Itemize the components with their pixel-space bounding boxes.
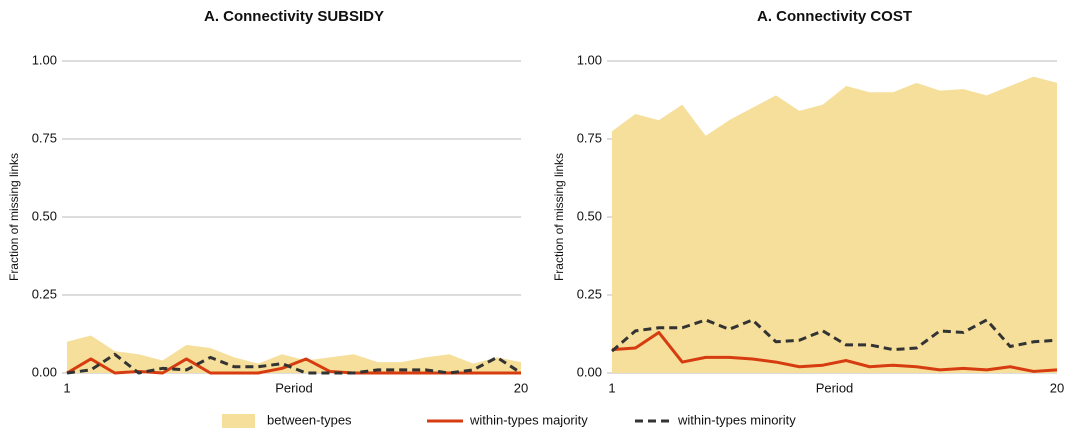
y-tick-label: 1.00	[32, 52, 57, 67]
x-tick-label: 20	[514, 380, 528, 395]
y-axis-label: Fraction of missing links	[7, 153, 21, 281]
y-tick-label: 0.75	[577, 130, 602, 145]
y-tick-label: 0.50	[32, 208, 57, 223]
line	[66, 352, 522, 375]
y-tick-label: 0.25	[577, 286, 602, 301]
y-tick-label: 0.50	[577, 208, 602, 223]
legend-label: between-types	[267, 412, 352, 427]
y-tick-label: 0.00	[32, 364, 57, 379]
line	[611, 318, 1058, 353]
y-axis-label: Fraction of missing links	[552, 153, 566, 281]
x-tick-label: 1	[63, 380, 70, 395]
legend-label: within-types majority	[469, 412, 588, 427]
area	[67, 335, 521, 373]
x-tick-label: 1	[608, 380, 615, 395]
chart-title: A. Connectivity COST	[757, 8, 912, 25]
y-tick-label: 0.25	[32, 286, 57, 301]
y-tick-label: 1.00	[577, 52, 602, 67]
area	[612, 76, 1057, 373]
x-tick-label: 20	[1050, 380, 1064, 395]
legend-label: within-types minority	[677, 412, 796, 427]
x-axis-label: Period	[275, 380, 313, 395]
y-tick-label: 0.75	[32, 130, 57, 145]
legend-swatch	[222, 414, 255, 428]
x-axis-label: Period	[816, 380, 854, 395]
line	[611, 330, 1058, 373]
chart-title: A. Connectivity SUBSIDY	[204, 8, 384, 25]
y-tick-label: 0.00	[577, 364, 602, 379]
